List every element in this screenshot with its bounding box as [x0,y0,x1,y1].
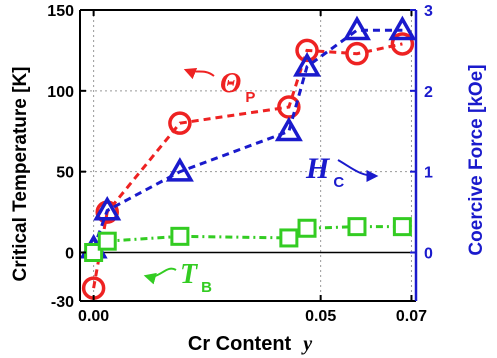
x-tick-label-1: 0.05 [305,308,336,325]
point-square-1 [97,231,117,251]
annotation-tb-label: T B [180,259,212,296]
ticks-layer: 0.00 0.05 0.07 -30 0 50 100 150 0 1 2 3 [47,3,433,325]
point-circle-4 [295,38,319,63]
annotation-tb-main: T [180,259,199,290]
point-square-2 [170,226,190,246]
annotation-tb-sub: B [201,279,212,296]
annotation-hc-arrow [337,159,379,182]
point-square-6 [392,217,412,237]
y-left-tick-label-3: 100 [47,84,74,101]
series-line-triangle [92,28,403,250]
point-square-4 [297,218,317,238]
y-right-tick-label-2: 2 [424,84,433,101]
point-triangle-5 [342,15,371,41]
annotation-theta-p: Θ P [183,67,255,106]
y-left-tick-label-2: 50 [56,165,74,182]
series-line-circle [92,42,403,289]
annotation-tb: T B [143,259,212,296]
point-triangle-2 [165,157,194,182]
y-left-tick-label-0: -30 [51,294,74,311]
series-layer [79,15,417,300]
annotation-theta-p-arrow [183,67,215,80]
x-axis-title: Cr Content y [188,333,312,355]
point-circle-5 [345,41,369,66]
y-left-tick-label-1: 0 [65,246,74,263]
annotation-theta-p-sub: P [245,89,255,106]
x-tick-label-2: 0.07 [396,308,427,325]
point-circle-6 [390,32,415,56]
point-triangle-4 [293,52,322,77]
point-square-3 [279,228,299,248]
y-right-tick-label-0: 0 [424,246,433,263]
y-left-tick-label-4: 150 [47,3,74,20]
annotation-theta-p-main: Θ [220,68,241,99]
y-axis-left-title: Critical Temperature [K] [10,66,31,281]
y-axis-right-title: Coercive Force [kOe] [466,64,487,255]
grid-layer [80,10,416,301]
annotation-tb-arrow [143,267,177,285]
point-square-5 [347,217,367,237]
annotation-theta-p-label: Θ P [220,68,255,106]
point-circle-2 [168,111,192,135]
y-right-tick-label-1: 1 [424,165,433,182]
point-triangle-6 [388,15,417,41]
annotation-hc-label: H C [305,152,344,191]
x-tick-label-0: 0.00 [78,308,109,325]
annotation-hc-sub: C [333,174,344,191]
y-right-tick-label-3: 3 [424,3,433,20]
point-triangle-3 [274,116,303,142]
x-axis-title-var: y [301,333,312,355]
annotation-hc: H C [305,152,379,191]
annotation-hc-main: H [305,152,331,185]
point-triangle-1 [93,195,122,221]
x-axis-title-main: Cr Content [188,333,292,355]
